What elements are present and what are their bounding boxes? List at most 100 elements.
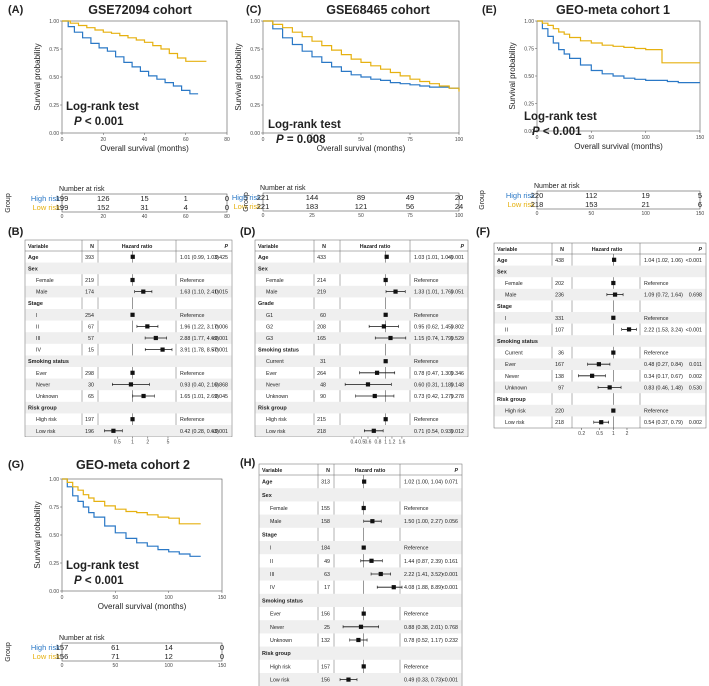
risk-count: 0 <box>225 203 229 212</box>
row-variable: Sex <box>262 493 273 499</box>
survival-curve-low-risk <box>263 20 460 92</box>
row-n: 218 <box>317 429 326 435</box>
row-hazard-ci: 0.71 (0.54, 0.93) <box>414 429 453 435</box>
row-hazard-ci: Reference <box>180 313 204 319</box>
row-shade <box>259 673 462 686</box>
x-tick-label: 100 <box>455 137 464 143</box>
risk-count: 61 <box>111 643 119 652</box>
row-hazard-ci: 1.65 (1.01, 2.69) <box>180 394 219 400</box>
row-hazard-ci: 0.93 (0.40, 2.16) <box>180 382 219 388</box>
risk-row-label: Low risk <box>32 652 60 661</box>
hazard-ratio-point <box>361 545 366 550</box>
risk-table-frame <box>262 192 460 212</box>
row-n: 298 <box>85 371 94 377</box>
row-n: 165 <box>317 336 326 342</box>
row-p-value: <0.001 <box>686 327 702 333</box>
forest-panel-b: (B) Variable N Hazard ratio P Age 393 1.01 (0.… <box>0 224 236 446</box>
y-tick-label: 0.50 <box>524 74 534 80</box>
hazard-ratio-point <box>612 257 617 262</box>
row-hazard-ci: 2.22 (1.53, 3.24) <box>644 327 683 333</box>
row-n: 67 <box>88 324 94 330</box>
risk-count: 112 <box>585 191 597 200</box>
risk-count: 56 <box>406 202 414 211</box>
row-n: 132 <box>321 638 330 644</box>
row-variable: II <box>505 327 508 333</box>
forest-x-tick-label: 0.6 <box>365 440 372 446</box>
row-p-value: 0.529 <box>451 336 464 342</box>
x-axis-label: Overall survival (months) <box>574 142 663 151</box>
row-n: 184 <box>321 546 330 552</box>
row-hazard-ci: 2.22 (1.41, 3.52) <box>404 572 443 578</box>
header-p: P <box>460 244 464 250</box>
row-variable: Age <box>497 258 507 264</box>
row-n: 433 <box>317 255 326 261</box>
row-shade <box>259 541 462 555</box>
panel-label-b: (B) <box>8 226 24 238</box>
hazard-ratio-point <box>369 558 374 563</box>
hazard-ratio-point <box>611 350 616 355</box>
row-n: 15 <box>88 348 94 354</box>
panel-label-c: (C) <box>246 4 262 16</box>
risk-count: 157 <box>56 643 69 652</box>
row-shade <box>259 567 462 581</box>
risk-count: 0 <box>220 643 224 652</box>
row-n: 36 <box>558 351 564 357</box>
hazard-ratio-point <box>361 664 366 669</box>
row-p-value: 0.425 <box>215 255 228 261</box>
row-hazard-ci: 0.95 (0.62, 1.45) <box>414 324 453 330</box>
x-axis-label: Overall survival (months) <box>317 144 406 153</box>
row-hazard-ci: 1.04 (1.02, 1.06) <box>644 258 683 264</box>
x-tick-label: 150 <box>696 135 705 141</box>
row-n: 208 <box>317 324 326 330</box>
row-variable: Smoking status <box>28 359 69 365</box>
row-variable: Ever <box>505 362 516 368</box>
risk-x-tick-label: 75 <box>407 213 413 219</box>
hazard-ratio-point <box>607 385 612 390</box>
risk-count: 21 <box>641 200 649 209</box>
forest-panel-h: (H) Variable N Hazard ratio P Age 313 1.02 (1.… <box>236 455 472 686</box>
risk-count: 0 <box>225 194 229 203</box>
row-n: 57 <box>88 336 94 342</box>
risk-row-label: High risk <box>31 194 60 203</box>
row-p-value: 0.802 <box>451 324 464 330</box>
hazard-ratio-point <box>356 637 361 643</box>
row-hazard-ci: 1.03 (1.01, 1.04) <box>414 255 453 261</box>
row-p-value: 0.015 <box>215 290 228 296</box>
row-n: 63 <box>324 572 330 578</box>
risk-count: 126 <box>97 194 110 203</box>
row-variable: Never <box>36 382 50 388</box>
row-n: 254 <box>85 313 94 319</box>
y-tick-label: 0.50 <box>49 75 59 81</box>
panel-title-e: GEO-meta cohort 1 <box>556 3 670 17</box>
row-variable: III <box>270 572 274 578</box>
logrank-label: Log-rank test <box>66 560 139 572</box>
pvalue-symbol: P <box>74 116 82 128</box>
hazard-ratio-point <box>383 277 388 283</box>
pvalue-label: P < 0.001 <box>532 126 582 138</box>
row-variable: Male <box>505 293 517 299</box>
risk-x-tick-label: 100 <box>455 213 464 219</box>
row-hazard-ci: Reference <box>414 359 438 365</box>
logrank-label: Log-rank test <box>524 111 597 123</box>
y-tick-label: 0.50 <box>49 533 59 539</box>
risk-x-tick-label: 100 <box>164 663 173 669</box>
row-hazard-ci: 2.88 (1.77, 4.69) <box>180 336 219 342</box>
risk-count: 0 <box>220 652 224 661</box>
row-n: 236 <box>555 293 564 299</box>
row-n: 65 <box>88 394 94 400</box>
row-variable: Age <box>262 480 272 486</box>
row-variable: Male <box>266 290 278 296</box>
risk-row-label: Low risk <box>32 203 60 212</box>
row-variable: Age <box>258 255 268 261</box>
header-p: P <box>698 247 702 253</box>
row-variable: Smoking status <box>497 339 538 345</box>
row-n: 155 <box>321 506 330 512</box>
hazard-ratio-point <box>383 312 388 317</box>
km-panel-meta2: (G) GEO-meta cohort 2 0 50 100 150 0.00 0.25 0… <box>0 455 235 680</box>
row-hazard-ci: Reference <box>644 281 668 287</box>
row-hazard-ci: 1.01 (0.99, 1.03) <box>180 255 219 261</box>
header-n: N <box>326 468 330 474</box>
y-tick-label: 0.25 <box>49 103 59 109</box>
row-p-value: 0.045 <box>215 394 228 400</box>
risk-row-label: Low risk <box>233 202 261 211</box>
